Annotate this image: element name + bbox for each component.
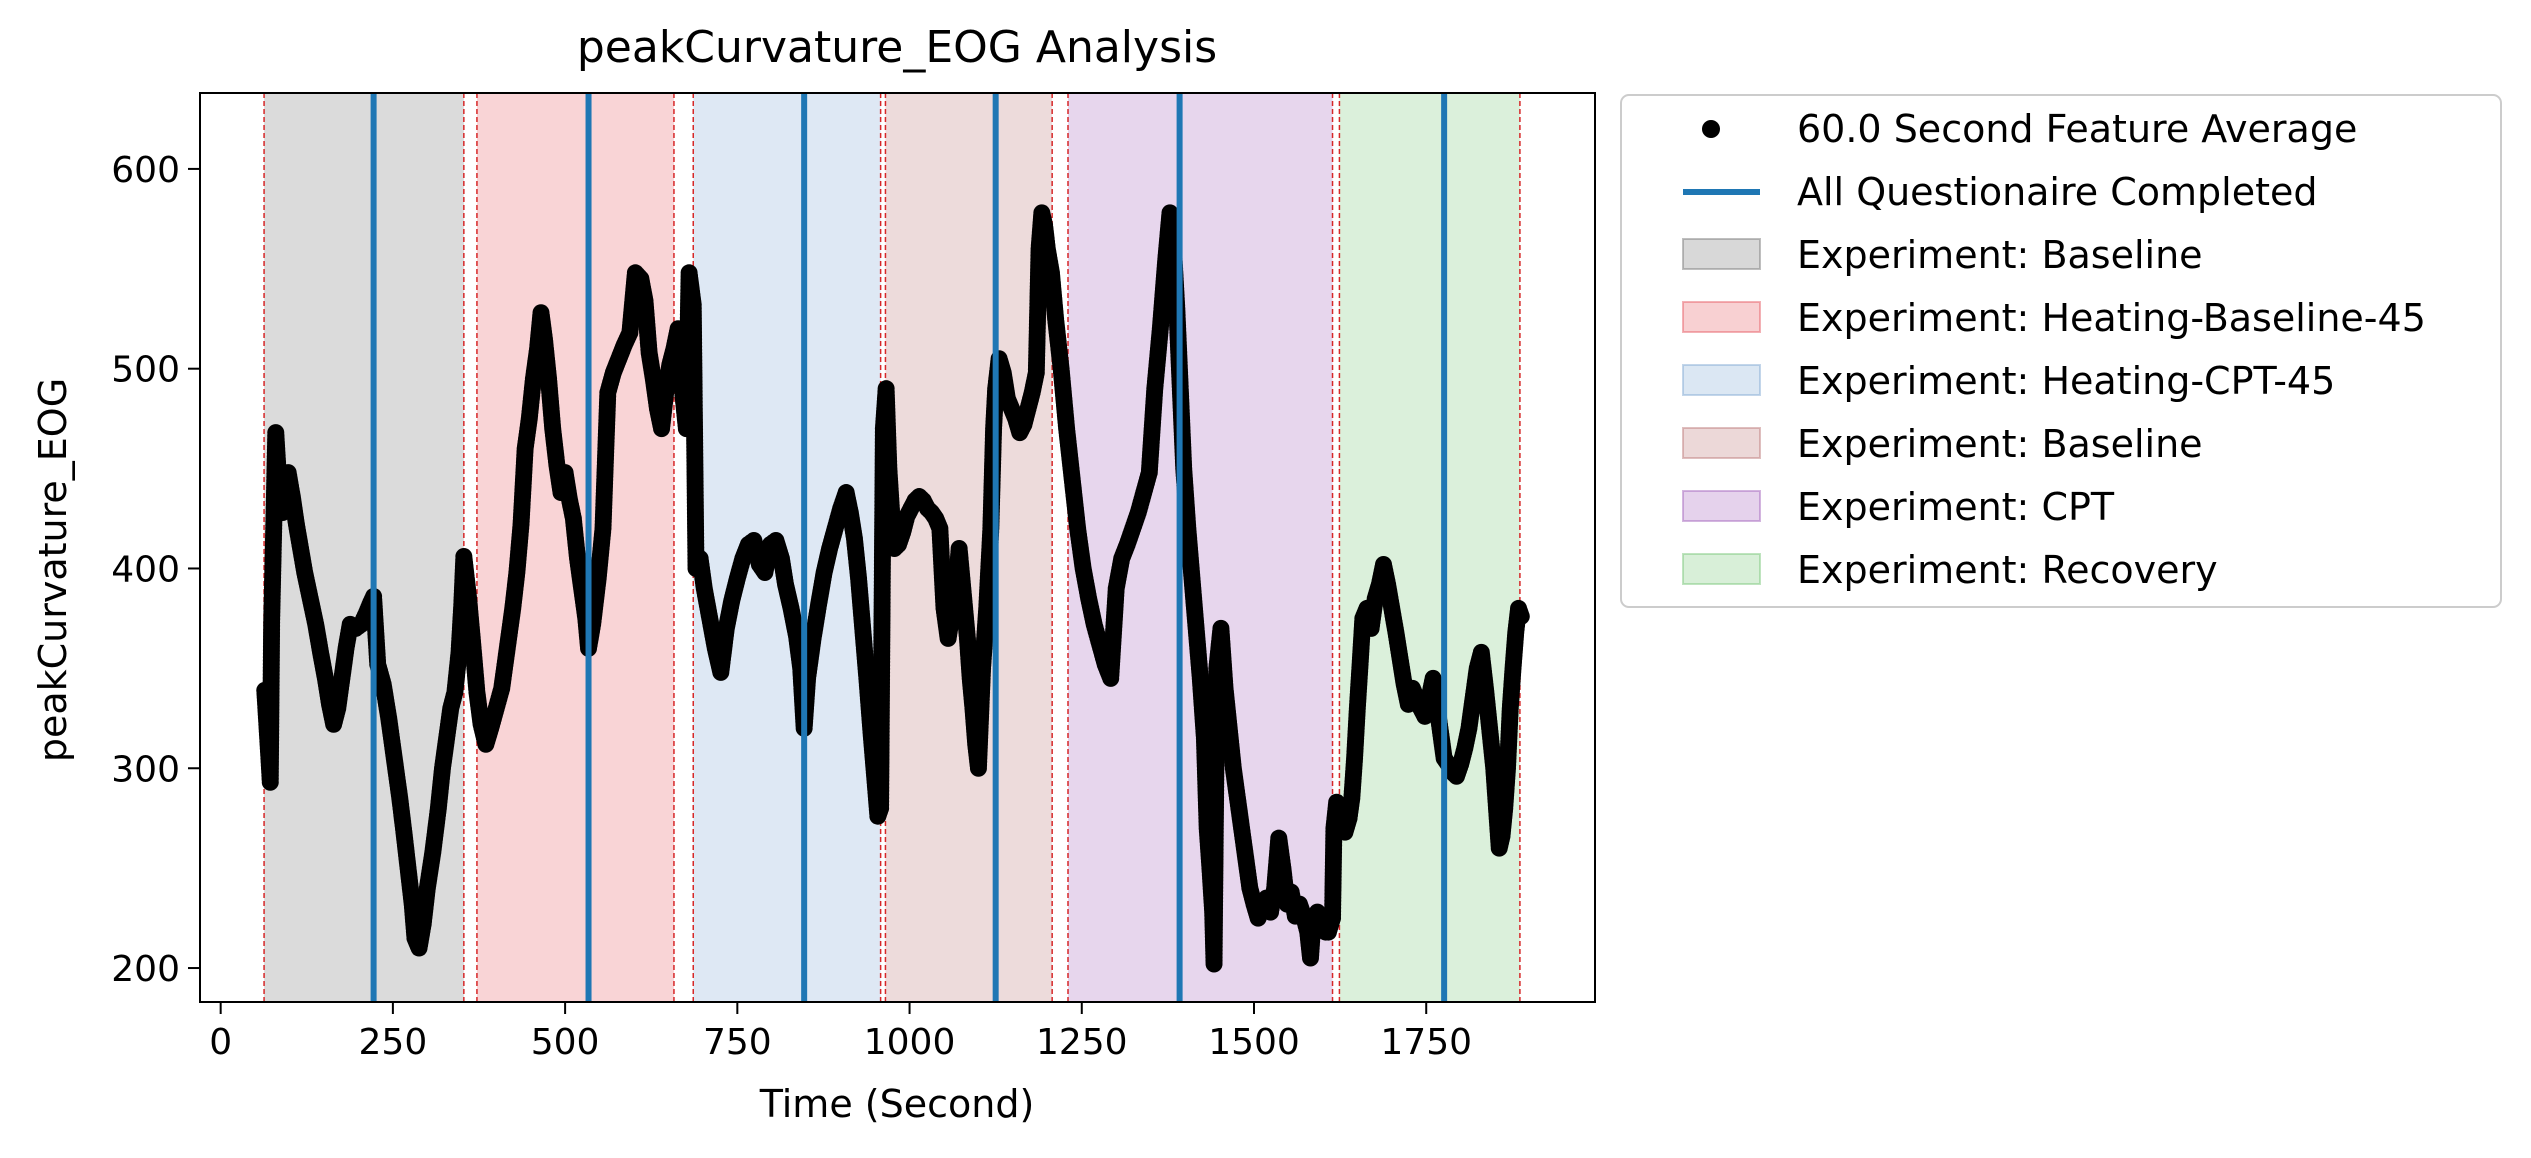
data-points	[256, 204, 1530, 973]
legend-swatch	[1682, 490, 1761, 522]
x-tick-label: 1250	[1036, 1022, 1128, 1063]
legend-label: 60.0 Second Feature Average	[1797, 107, 2357, 151]
y-tick-label: 200	[111, 949, 180, 990]
legend-label: All Questionaire Completed	[1797, 170, 2318, 214]
y-tick-label: 500	[111, 350, 180, 391]
legend-label: Experiment: Heating-CPT-45	[1797, 359, 2335, 403]
x-axis-ticks: 0 250 500 750 1000 1250 1500 1750	[209, 1002, 1472, 1063]
y-tick-label: 300	[111, 749, 180, 790]
x-axis-label: Time (Second)	[759, 1082, 1035, 1126]
chart-title: peakCurvature_EOG Analysis	[577, 22, 1217, 73]
legend-label: Experiment: Baseline	[1797, 233, 2203, 277]
x-tick-label: 750	[703, 1022, 772, 1063]
x-tick-label: 1750	[1380, 1022, 1472, 1063]
legend-swatch	[1682, 238, 1761, 270]
phase-band-6	[1339, 93, 1520, 1002]
legend-swatch	[1682, 364, 1761, 396]
questionnaire-lines	[370, 93, 1448, 1002]
legend-frame	[1620, 94, 2502, 608]
legend-label: Experiment: CPT	[1797, 485, 2115, 529]
phase-band-5	[1068, 93, 1333, 1002]
y-tick-label: 600	[111, 150, 180, 191]
phase-bands	[264, 93, 1520, 1002]
x-tick-label: 0	[209, 1022, 232, 1063]
legend-label: Experiment: Heating-Baseline-45	[1797, 296, 2426, 340]
plot-area-frame	[199, 92, 1596, 1003]
y-axis-ticks: 200 300 400 500 600	[111, 150, 200, 990]
x-tick-label: 500	[531, 1022, 600, 1063]
legend: 60.0 Second Feature Average All Questiona…	[1620, 94, 2502, 608]
legend-marker	[1702, 120, 1720, 138]
y-tick-label: 400	[111, 549, 180, 590]
x-tick-label: 250	[359, 1022, 428, 1063]
x-tick-label: 1500	[1208, 1022, 1300, 1063]
legend-swatch	[1682, 553, 1761, 585]
legend-swatch	[1682, 301, 1761, 333]
x-tick-label: 1000	[864, 1022, 956, 1063]
legend-swatch	[1682, 427, 1761, 459]
y-axis-label: peakCurvature_EOG	[31, 378, 75, 762]
legend-label: Experiment: Baseline	[1797, 422, 2203, 466]
data-point	[1512, 607, 1530, 625]
legend-label: Experiment: Recovery	[1797, 548, 2218, 592]
phase-band-4	[885, 93, 1053, 1002]
